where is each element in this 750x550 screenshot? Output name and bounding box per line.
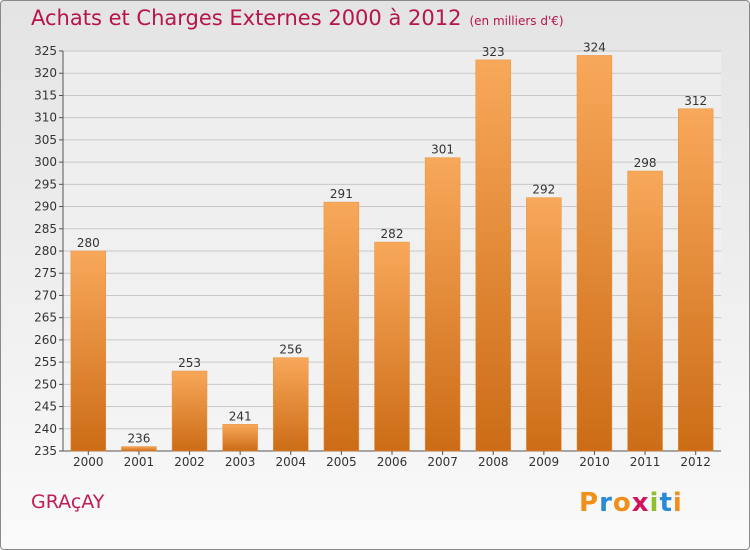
data-label: 324 xyxy=(583,40,606,54)
bar xyxy=(424,157,461,452)
bar xyxy=(171,370,208,452)
y-tick-label: 265 xyxy=(34,311,57,325)
bar xyxy=(323,201,360,452)
x-tick-label: 2008 xyxy=(478,455,509,469)
x-tick-label: 2001 xyxy=(124,455,155,469)
x-tick-label: 2003 xyxy=(225,455,256,469)
data-label: 282 xyxy=(381,227,404,241)
x-tick-label: 2010 xyxy=(579,455,610,469)
logo-letter: x xyxy=(631,488,650,518)
y-tick-label: 280 xyxy=(34,244,57,258)
data-label: 253 xyxy=(178,356,201,370)
data-label: 298 xyxy=(634,156,657,170)
bar xyxy=(70,250,107,452)
data-label: 323 xyxy=(482,45,505,59)
x-tick-label: 2011 xyxy=(630,455,661,469)
data-label: 236 xyxy=(127,432,150,446)
chart-title-text: Achats et Charges Externes 2000 à 2012 xyxy=(31,6,462,30)
y-tick-label: 255 xyxy=(34,355,57,369)
x-tick-label: 2012 xyxy=(680,455,711,469)
x-tick-label: 2004 xyxy=(275,455,306,469)
proxiti-logo: Proxiti xyxy=(579,488,683,518)
logo-letter: P xyxy=(579,488,600,518)
logo-letter: o xyxy=(612,488,632,518)
bar xyxy=(475,59,511,452)
y-tick-label: 300 xyxy=(34,155,57,169)
bar xyxy=(627,170,663,452)
bar xyxy=(576,55,613,452)
y-tick-label: 270 xyxy=(34,288,57,302)
y-tick-label: 245 xyxy=(34,400,57,414)
y-tick-label: 240 xyxy=(34,422,57,436)
data-label: 312 xyxy=(684,94,707,108)
y-tick-label: 260 xyxy=(34,333,57,347)
y-tick-label: 310 xyxy=(34,111,57,125)
data-label: 292 xyxy=(532,183,555,197)
y-tick-label: 320 xyxy=(34,66,57,80)
chart-title: Achats et Charges Externes 2000 à 2012 (e… xyxy=(31,6,564,30)
logo-letter: r xyxy=(599,488,613,518)
logo-letter: i xyxy=(649,488,660,518)
logo-letter: i xyxy=(672,488,683,518)
bar xyxy=(526,197,562,452)
bar xyxy=(677,108,714,452)
y-tick-label: 315 xyxy=(34,88,57,102)
x-tick-label: 2002 xyxy=(174,455,205,469)
y-tick-label: 305 xyxy=(34,133,57,147)
x-tick-label: 2000 xyxy=(73,455,104,469)
data-label: 291 xyxy=(330,187,353,201)
y-tick-label: 290 xyxy=(34,200,57,214)
y-tick-label: 275 xyxy=(34,266,57,280)
chart-subtitle: (en milliers d'€) xyxy=(469,14,564,28)
x-tick-label: 2009 xyxy=(529,455,560,469)
x-tick-label: 2007 xyxy=(427,455,458,469)
x-tick-label: 2006 xyxy=(377,455,408,469)
city-name: GRAçAY xyxy=(31,491,105,513)
data-label: 301 xyxy=(431,143,454,157)
y-tick-label: 325 xyxy=(34,44,57,58)
bar xyxy=(273,357,309,452)
logo-letter: t xyxy=(659,488,673,518)
data-label: 241 xyxy=(229,409,252,423)
y-tick-label: 285 xyxy=(34,222,57,236)
x-tick-label: 2005 xyxy=(326,455,357,469)
y-tick-label: 250 xyxy=(34,377,57,391)
data-label: 256 xyxy=(279,343,302,357)
bar xyxy=(222,424,258,452)
bar xyxy=(121,446,157,452)
data-label: 280 xyxy=(77,236,100,250)
y-tick-label: 235 xyxy=(34,444,57,458)
y-tick-label: 295 xyxy=(34,177,57,191)
bar xyxy=(374,241,410,452)
